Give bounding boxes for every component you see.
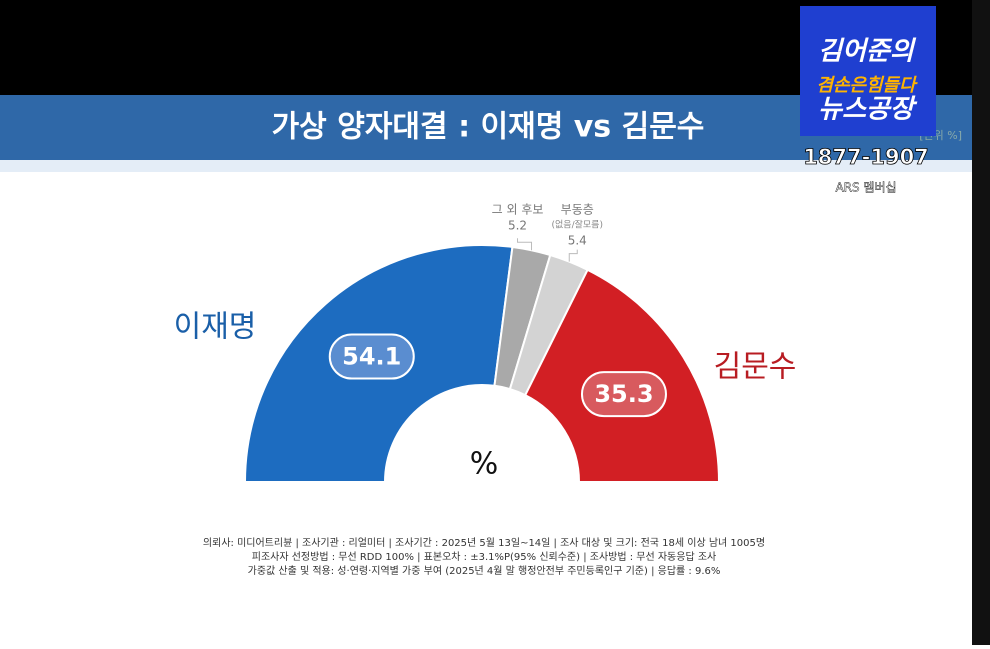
category-note: (없음/잘모름) <box>552 219 603 231</box>
value-label: 5.4 <box>568 234 587 248</box>
category-label: 김문수 <box>714 350 797 385</box>
logo-text: 뉴스공장 <box>818 95 918 125</box>
right-edge <box>972 0 990 645</box>
logo-text: 겸손은힘들다 <box>816 75 918 96</box>
category-label: 부동층 <box>561 203 594 217</box>
value-label: 5.2 <box>508 219 527 233</box>
value-label: 54.1 <box>342 343 401 371</box>
source-note: 가중값 산출 및 적용: 성·연령·지역별 가중 부여 (2025년 4월 말 … <box>248 565 721 577</box>
source-note: 의뢰사: 미디어트리뷴 | 조사기관 : 리얼미터 | 조사기간 : 2025년… <box>203 537 765 549</box>
chart-title: 가상 양자대결 : 이재명 vs 김문수 <box>272 110 705 145</box>
category-label: 그 외 후보 <box>492 203 544 217</box>
leader-line <box>568 249 578 262</box>
center-label: % <box>470 447 499 482</box>
title-shadow <box>0 160 972 172</box>
category-label: 이재명 <box>174 310 257 345</box>
logo-box <box>800 6 936 136</box>
value-label: 35.3 <box>594 380 653 408</box>
broadcast-logo: 김어준의 겸손은힘들다 뉴스공장 1877-1907 ARS 멤버십 <box>800 6 936 195</box>
footer: 의뢰사: 미디어트리뷴 | 조사기관 : 리얼미터 | 조사기간 : 2025년… <box>203 537 765 577</box>
logo-phone: 1877-1907 <box>803 145 929 169</box>
leader-line <box>517 238 533 251</box>
value-pill <box>328 333 415 380</box>
logo-text: 김어준의 <box>818 37 917 67</box>
logo-caption: ARS 멤버십 <box>835 181 896 195</box>
value-pill <box>580 371 667 418</box>
source-note: 피조사자 선정방법 : 무선 RDD 100% | 표본오차 : ±3.1%P(… <box>252 551 717 563</box>
